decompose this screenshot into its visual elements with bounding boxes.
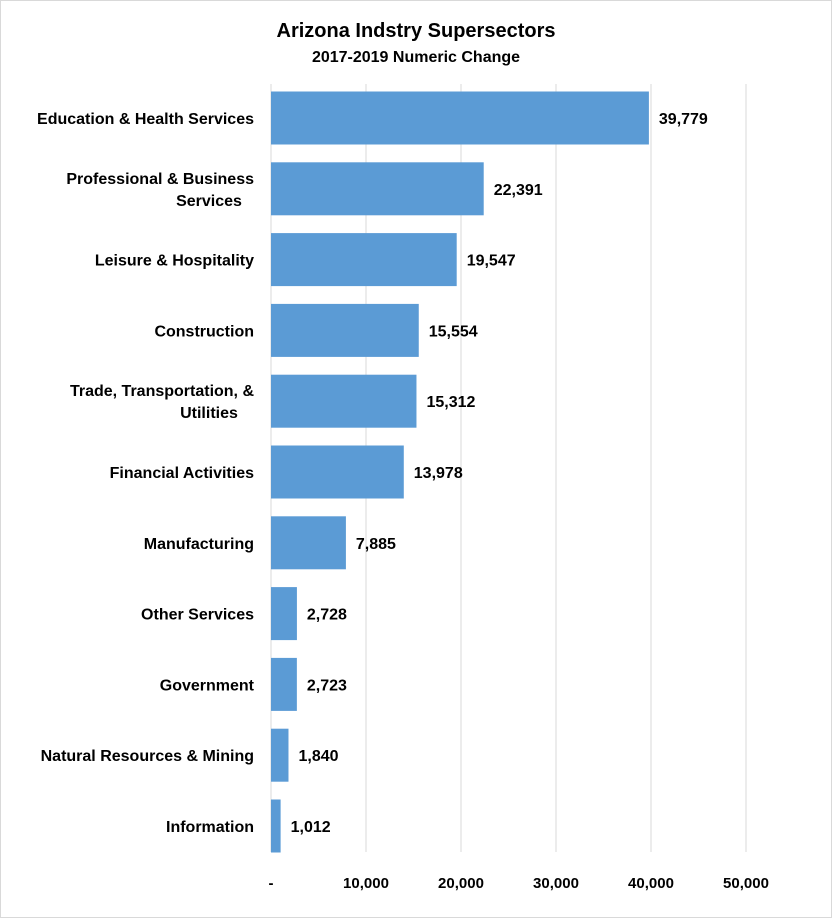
category-label-line: Professional & Business — [66, 171, 254, 188]
chart-subtitle: 2017-2019 Numeric Change — [311, 49, 521, 66]
category-label-line: Construction — [154, 323, 254, 340]
bar — [271, 374, 417, 428]
data-label: 2,723 — [307, 677, 347, 694]
x-tick-label: 30,000 — [533, 875, 579, 892]
chart-title: Arizona Indstry Supersectors — [276, 20, 556, 42]
bar — [271, 587, 297, 641]
category-label-line: Services — [176, 193, 242, 210]
data-label: 1,840 — [298, 748, 338, 765]
bar — [271, 303, 419, 357]
category-label: Leisure & Hospitality — [95, 253, 254, 270]
data-label: 2,728 — [307, 607, 347, 624]
category-label: Other Services — [141, 607, 254, 624]
bar — [271, 445, 404, 499]
category-label-line: Trade, Transportation, & — [70, 383, 254, 400]
category-label-line: Utilities — [180, 405, 238, 422]
category-label-line: Manufacturing — [144, 536, 254, 553]
bar — [271, 162, 484, 216]
x-tick-label: 50,000 — [723, 875, 769, 892]
data-label: 13,978 — [414, 465, 463, 482]
data-label: 1,012 — [291, 819, 331, 836]
data-label: 22,391 — [494, 182, 543, 199]
category-label-line: Education & Health Services — [37, 111, 254, 128]
category-label-line: Financial Activities — [110, 465, 254, 482]
category-label: Information — [166, 819, 254, 836]
category-label-line: Other Services — [141, 607, 254, 624]
bar — [271, 233, 457, 287]
bar — [271, 91, 649, 145]
category-label: Manufacturing — [144, 536, 254, 553]
data-label: 7,885 — [356, 536, 396, 553]
data-label: 39,779 — [659, 111, 708, 128]
category-label-line: Information — [166, 819, 254, 836]
category-label: Education & Health Services — [37, 111, 254, 128]
category-label-line: Leisure & Hospitality — [95, 253, 254, 270]
x-tick-label: 40,000 — [628, 875, 674, 892]
category-label-line: Government — [160, 677, 255, 694]
category-label: Financial Activities — [110, 465, 254, 482]
category-label: Government — [160, 677, 255, 694]
data-label: 19,547 — [467, 253, 516, 270]
x-tick-label: 10,000 — [343, 875, 389, 892]
data-label: 15,554 — [429, 323, 478, 340]
category-label: Construction — [154, 323, 254, 340]
category-label-line: Natural Resources & Mining — [41, 748, 254, 765]
bar — [271, 516, 346, 570]
x-tick-label: 20,000 — [438, 875, 484, 892]
bar — [271, 728, 289, 782]
data-label: 15,312 — [426, 394, 475, 411]
x-tick-label: - — [269, 875, 274, 892]
bar — [271, 657, 297, 711]
category-label: Natural Resources & Mining — [41, 748, 254, 765]
category-label: Professional & Business Services — [66, 171, 254, 210]
category-label: Trade, Transportation, & Utilities — [70, 383, 254, 422]
bar — [271, 799, 281, 853]
